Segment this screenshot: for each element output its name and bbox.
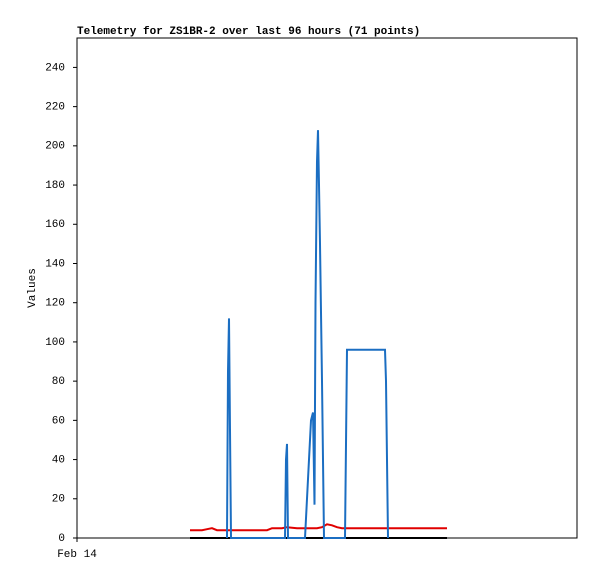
y-tick-label: 100 xyxy=(45,337,65,349)
y-axis-label: Values xyxy=(27,268,39,308)
y-tick-label: 0 xyxy=(58,533,65,545)
x-tick-label: Feb 14 xyxy=(57,549,97,561)
y-tick-label: 200 xyxy=(45,141,65,153)
y-tick-label: 20 xyxy=(52,494,65,506)
y-tick-label: 80 xyxy=(52,376,65,388)
y-tick-label: 140 xyxy=(45,258,65,270)
y-tick-label: 120 xyxy=(45,298,65,310)
series-line xyxy=(190,523,447,532)
y-tick-label: 60 xyxy=(52,415,65,427)
y-tick-label: 40 xyxy=(52,454,65,466)
plot-frame xyxy=(76,37,578,539)
y-tick-label: 180 xyxy=(45,180,65,192)
series-line xyxy=(226,130,389,539)
y-tick-label: 240 xyxy=(45,62,65,74)
y-tick-label: 220 xyxy=(45,102,65,114)
chart-title: Telemetry for ZS1BR-2 over last 96 hours… xyxy=(77,26,420,38)
y-tick-label: 160 xyxy=(45,219,65,231)
